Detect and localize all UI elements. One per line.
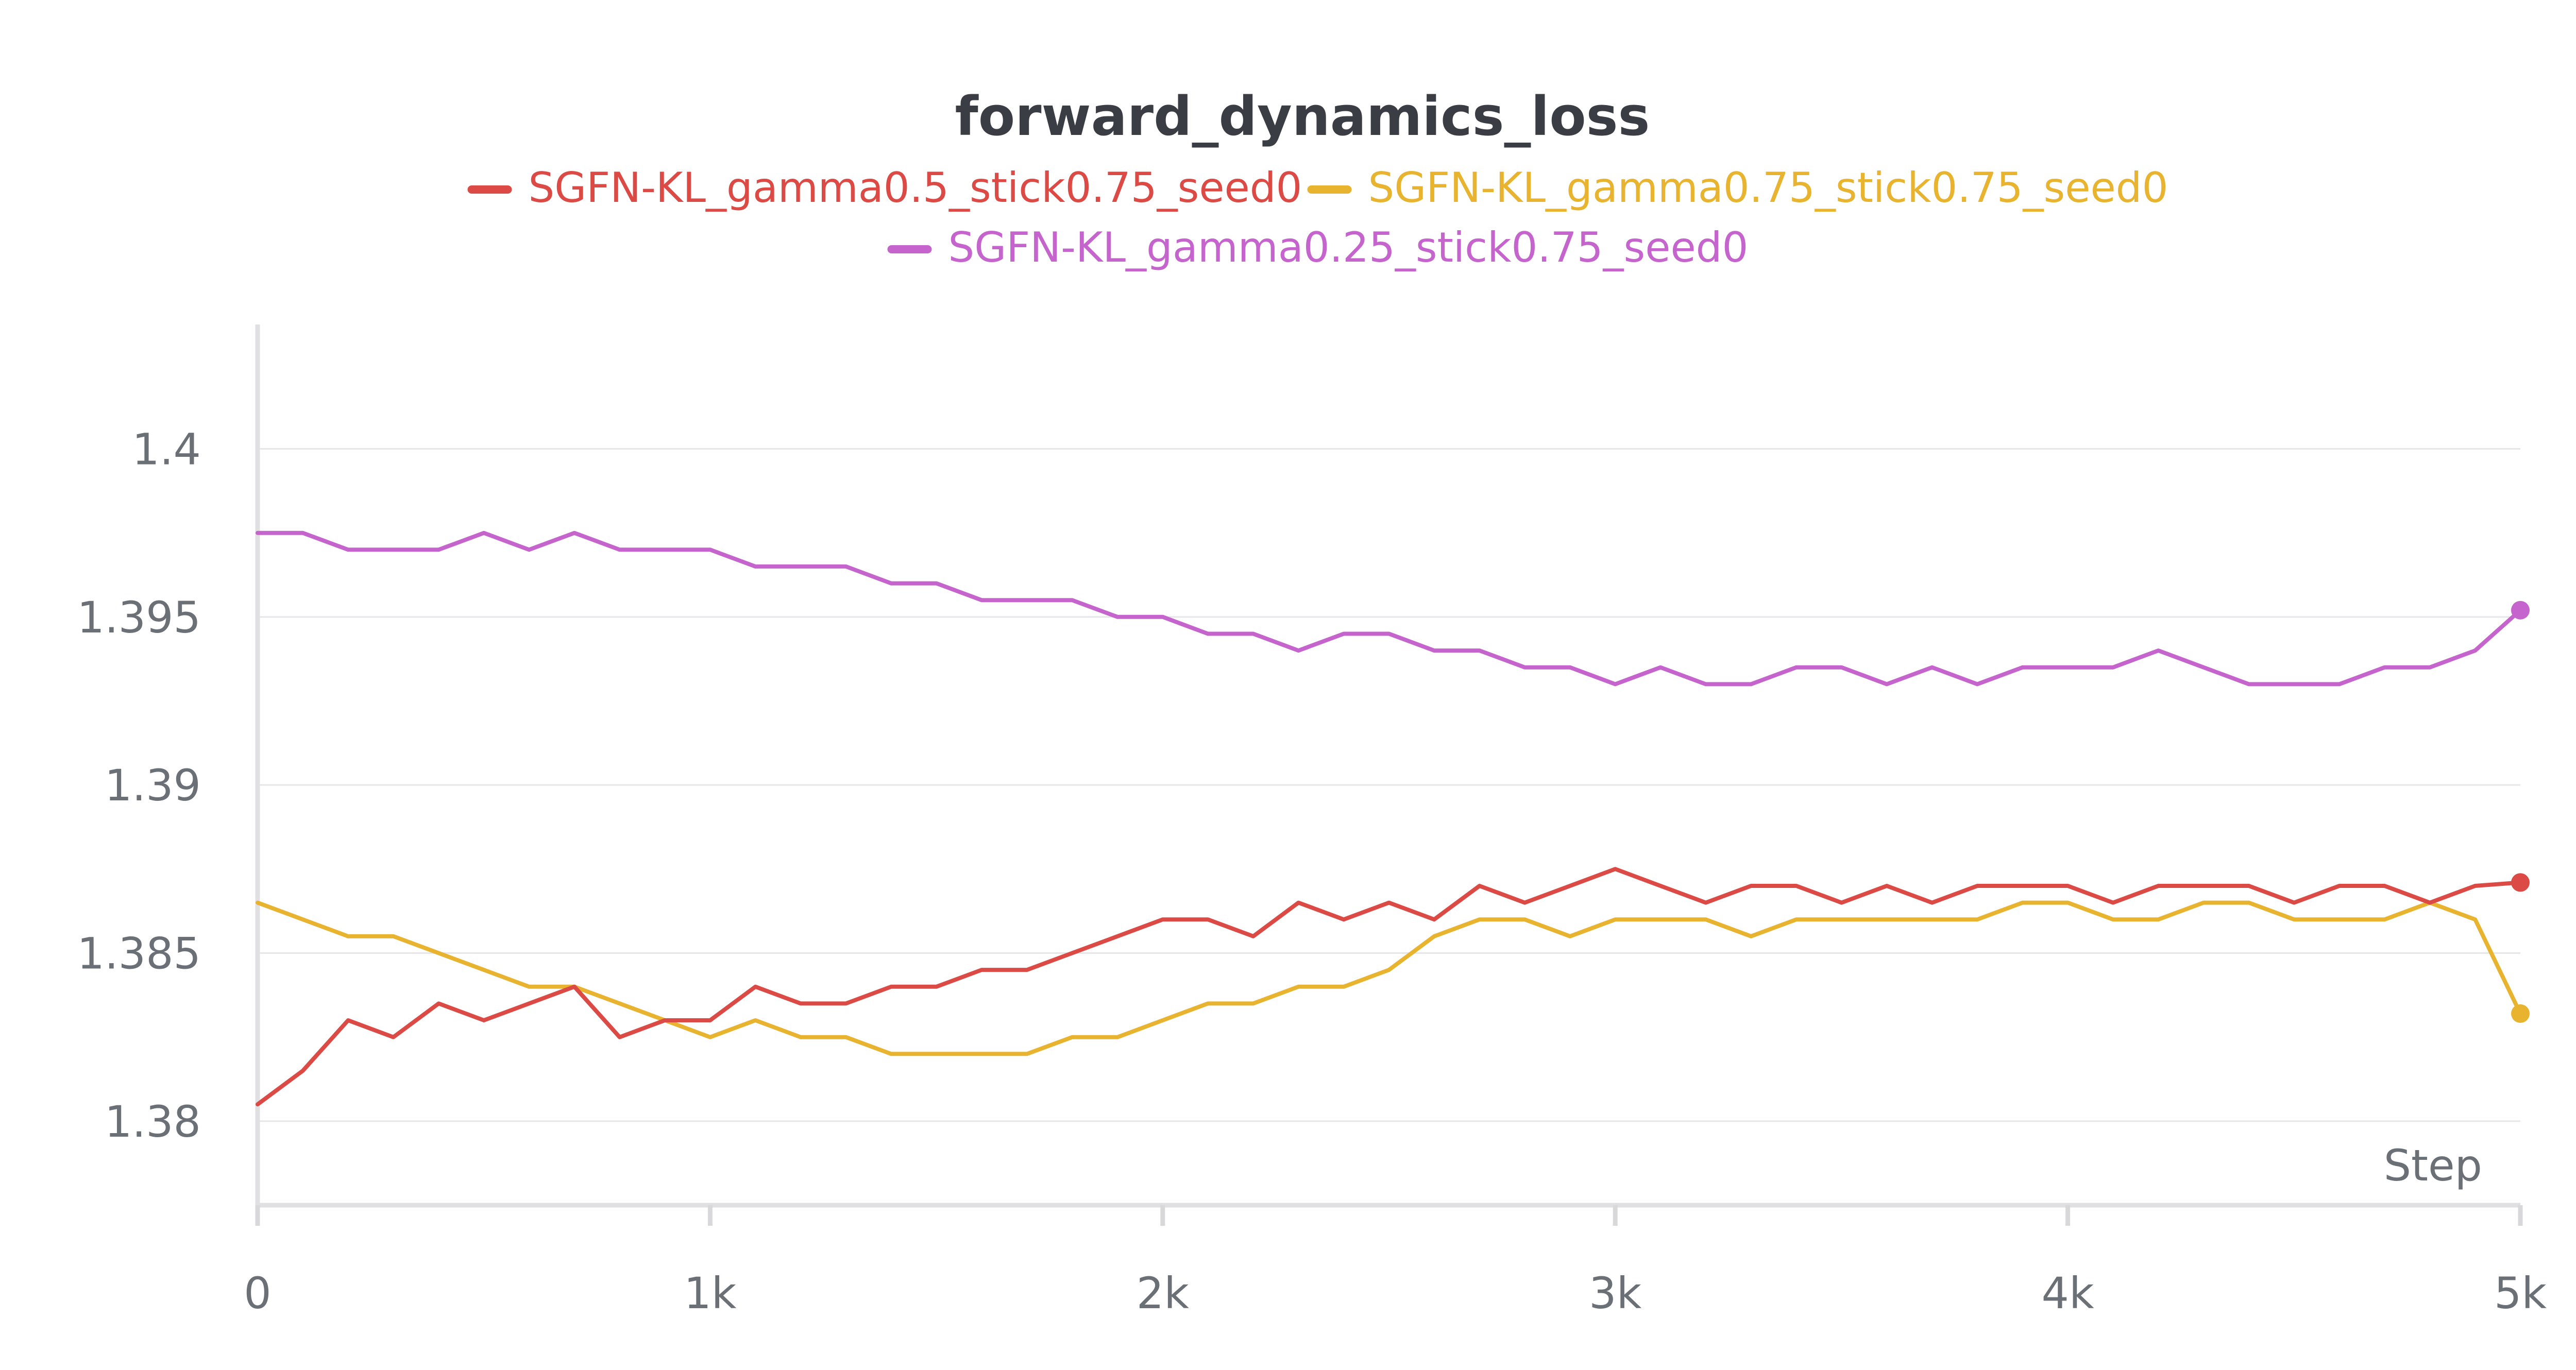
legend-label: SGFN-KL_gamma0.5_stick0.75_seed0 <box>529 164 1302 212</box>
legend-label: SGFN-KL_gamma0.75_stick0.75_seed0 <box>1368 164 2168 212</box>
x-tick-label: 0 <box>244 1268 271 1318</box>
x-tick-label: 3k <box>1589 1268 1641 1318</box>
axes: 0 1k 2k 3k 4k 5k <box>244 324 2547 1318</box>
gridlines: 1.38 1.385 1.39 1.395 1.4 <box>77 424 2520 1147</box>
y-tick-label: 1.385 <box>77 928 201 979</box>
series-lines <box>256 530 2522 1107</box>
series-end-point-2 <box>2511 601 2530 620</box>
series-line-0 <box>256 867 2522 1107</box>
series-line-1 <box>256 900 2522 1056</box>
x-tick-label: 1k <box>684 1268 736 1318</box>
x-axis-label: Step <box>2384 1140 2482 1191</box>
x-tick-label: 2k <box>1137 1268 1189 1318</box>
legend-item: SGFN-KL_gamma0.75_stick0.75_seed0 <box>1307 164 2168 212</box>
y-tick-label: 1.39 <box>105 760 201 811</box>
legend: SGFN-KL_gamma0.5_stick0.75_seed0 SGFN-KL_… <box>467 164 2168 271</box>
x-tick-label: 5k <box>2494 1268 2547 1318</box>
series-end-markers <box>2511 601 2530 1023</box>
chart-title: forward_dynamics_loss <box>955 85 1650 148</box>
y-tick-label: 1.4 <box>132 424 201 474</box>
x-tick-label: 4k <box>2042 1268 2094 1318</box>
y-tick-label: 1.38 <box>105 1097 201 1147</box>
series-end-point-1 <box>2511 1004 2530 1023</box>
legend-label: SGFN-KL_gamma0.25_stick0.75_seed0 <box>948 224 1749 271</box>
legend-item: SGFN-KL_gamma0.5_stick0.75_seed0 <box>467 164 1302 212</box>
series-line-2 <box>256 530 2522 687</box>
legend-item: SGFN-KL_gamma0.25_stick0.75_seed0 <box>887 224 1749 271</box>
y-tick-label: 1.395 <box>77 592 201 643</box>
series-end-point-0 <box>2511 873 2530 892</box>
